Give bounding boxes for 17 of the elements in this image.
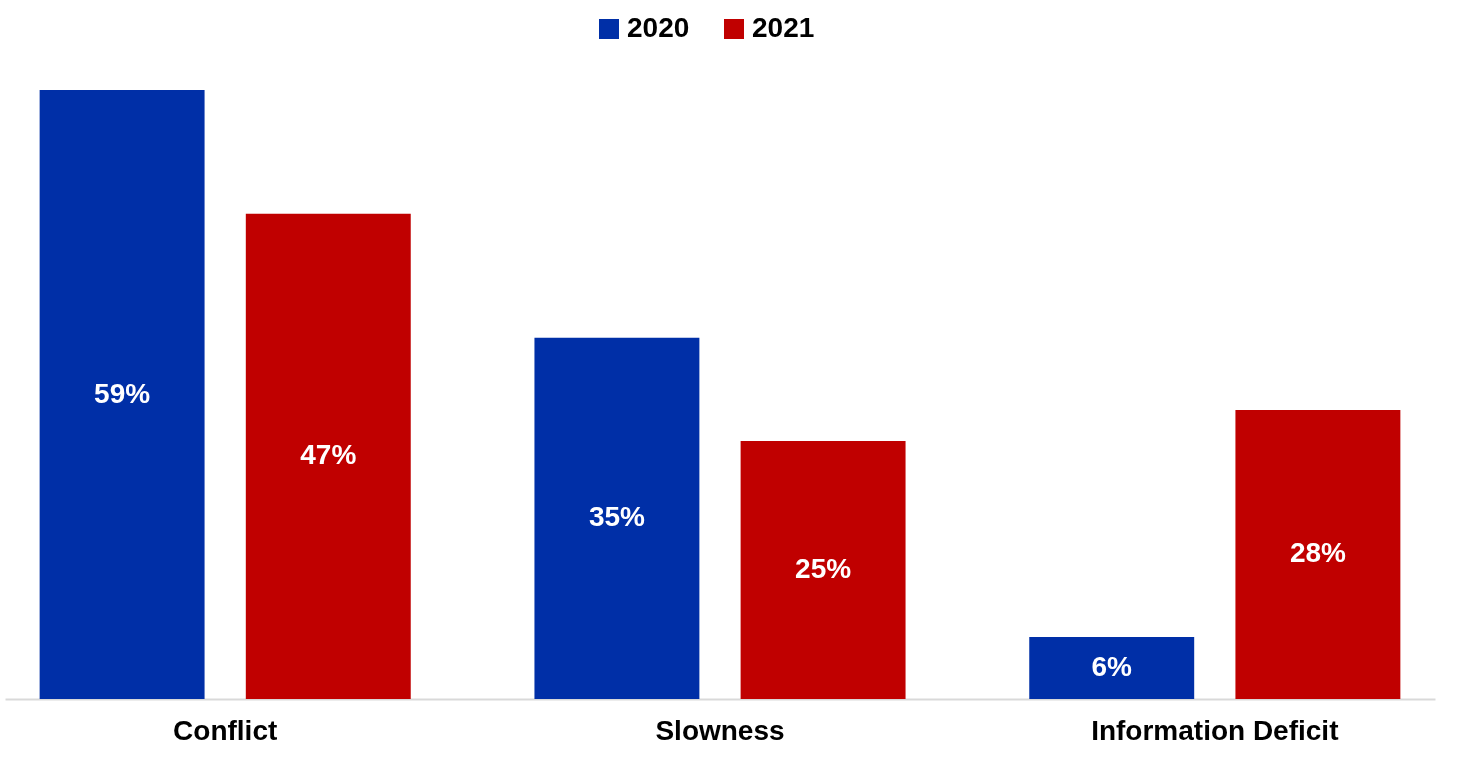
data-label: 59% [94,377,151,409]
bar [245,213,411,699]
data-label: 47% [300,439,357,471]
bar [1029,637,1195,699]
bar [1235,409,1401,699]
bar [534,337,700,699]
data-label: 28% [1289,537,1347,569]
x-tick-label: Information Deficit [1091,714,1339,746]
bar [39,90,205,699]
legend-label: 2021 [752,12,815,43]
data-label: 6% [1091,651,1133,683]
bar [740,440,906,699]
data-label: 25% [795,552,852,584]
x-tick-label: Slowness [655,714,785,746]
x-tick-label: Conflict [173,714,278,746]
data-label: 35% [588,501,646,533]
legend-label: 2020 [627,12,690,43]
